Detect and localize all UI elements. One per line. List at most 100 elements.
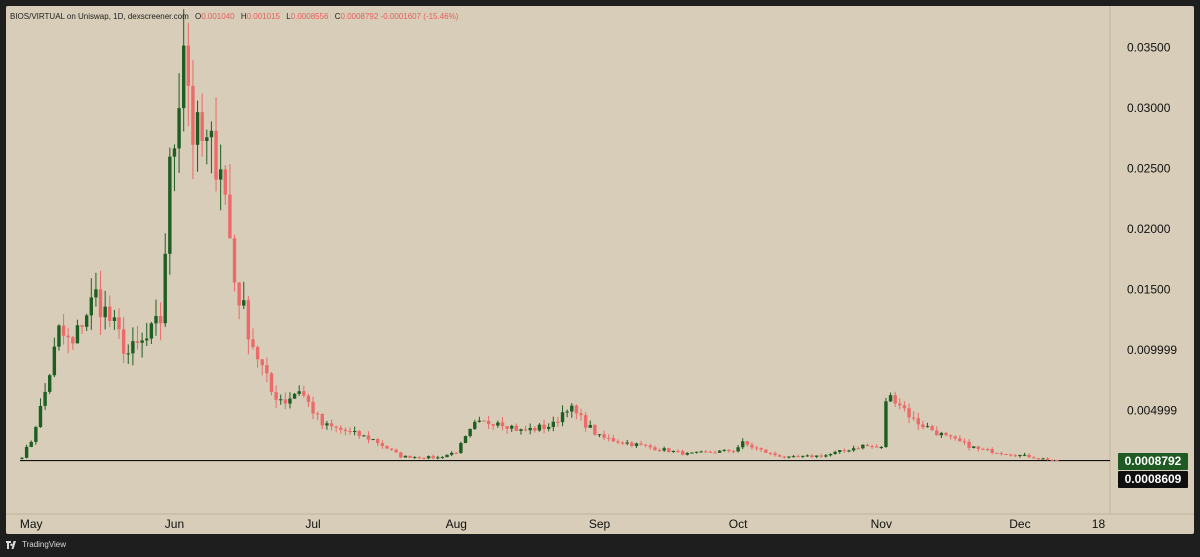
x-tick-label: Jun: [165, 517, 184, 531]
candle-body: [694, 451, 699, 453]
candle-body: [985, 449, 990, 451]
candle-body: [981, 448, 985, 450]
candle-body: [967, 441, 971, 448]
candle-body: [89, 297, 93, 316]
candle-body: [482, 420, 486, 422]
candle-body: [542, 424, 546, 429]
candle-body: [403, 455, 408, 458]
y-tick-label: 0.01500: [1127, 283, 1171, 297]
change-value: -0.0001607 (-15.46%): [380, 12, 459, 21]
open-value: 0.001040: [201, 12, 235, 21]
candle-body: [191, 85, 195, 145]
candle-body: [639, 443, 643, 445]
high-key: H: [240, 12, 247, 21]
candle-body: [1027, 454, 1031, 458]
candle-body: [417, 457, 422, 459]
candle-body: [722, 449, 726, 451]
candle-body: [791, 456, 796, 458]
candle-body: [546, 426, 551, 429]
candle-body: [473, 421, 477, 429]
candle-body: [962, 441, 967, 443]
candle-body: [560, 412, 565, 423]
candle-body: [292, 393, 297, 399]
candle-body: [149, 323, 154, 339]
candle-body: [1018, 454, 1022, 457]
candle-body: [814, 455, 819, 457]
footer-brand[interactable]: TradingView: [22, 540, 67, 549]
candle-body: [717, 450, 722, 453]
candle-body: [565, 411, 569, 413]
candle-body: [1022, 454, 1027, 456]
candle-body: [699, 451, 703, 453]
tradingview-logo-icon[interactable]: [6, 540, 19, 549]
candle-body: [574, 405, 579, 414]
candle-body: [362, 435, 366, 437]
candle-body: [782, 456, 786, 458]
candle-body: [537, 424, 542, 431]
candle-body: [519, 429, 523, 431]
candle-body: [533, 427, 537, 431]
candle-body: [588, 425, 592, 428]
footer: TradingView: [6, 540, 66, 549]
candle-body: [607, 437, 611, 439]
candle-body: [223, 169, 227, 195]
candle-body: [496, 422, 500, 426]
symbol-legend: BIOS/VIRTUAL on Uniswap, 1D, dexscreener…: [10, 12, 458, 21]
candle-body: [930, 426, 934, 431]
candle-body: [851, 448, 856, 451]
last-price-tag: 0.0008792: [1118, 453, 1188, 470]
candle-body: [445, 454, 449, 458]
high-value: 0.001015: [246, 12, 280, 21]
candle-body: [777, 455, 782, 457]
price-chart[interactable]: 0.03500 0.03000 0.02500 0.02000 0.01500 0.009…: [6, 6, 1194, 534]
candle-body: [944, 432, 948, 436]
candle-body: [43, 391, 47, 406]
candle-body: [865, 444, 870, 447]
candle-body: [371, 439, 375, 441]
candle-body: [999, 453, 1004, 455]
candle-body: [708, 451, 713, 453]
candle-body: [237, 282, 241, 306]
candle-body: [408, 455, 412, 458]
candle-body: [593, 425, 597, 435]
candle-body: [741, 441, 745, 448]
candle-body: [505, 426, 509, 429]
candle-body: [320, 413, 324, 426]
candle-body: [625, 442, 629, 444]
candle-body: [671, 450, 676, 453]
candle-body: [653, 447, 657, 451]
candle-body: [528, 427, 532, 431]
candle-body: [154, 316, 158, 324]
candle-body: [759, 448, 763, 450]
candle-body: [676, 450, 680, 452]
candle-body: [847, 450, 851, 452]
y-tick-label: 0.004999: [1127, 404, 1177, 418]
low-value: 0.0008556: [290, 12, 329, 21]
candle-body: [380, 443, 385, 446]
candle-body: [1045, 458, 1050, 460]
candle-body: [145, 338, 149, 341]
candle-body: [875, 446, 879, 448]
candle-body: [24, 446, 29, 458]
candle-body: [228, 194, 232, 239]
y-tick-label: 0.02000: [1127, 222, 1171, 236]
candle-body: [514, 425, 519, 431]
candle-body: [824, 455, 828, 457]
candle-body: [343, 429, 348, 432]
candle-body: [902, 405, 907, 409]
candle-body: [71, 337, 75, 344]
x-tick-label: Sep: [589, 517, 611, 531]
candle-body: [602, 434, 606, 438]
candle-body: [644, 444, 648, 446]
candle-body: [888, 395, 893, 402]
candle-body: [1008, 454, 1013, 456]
candle-body: [329, 423, 334, 427]
candle-body: [551, 421, 555, 427]
candle-body: [135, 341, 140, 343]
candle-body: [182, 45, 186, 109]
candle-body: [611, 438, 616, 442]
x-tick-label: May: [20, 517, 43, 531]
candle-body: [579, 413, 583, 416]
low-price-tag: 0.0008609: [1118, 471, 1188, 488]
candle-body: [131, 341, 135, 354]
